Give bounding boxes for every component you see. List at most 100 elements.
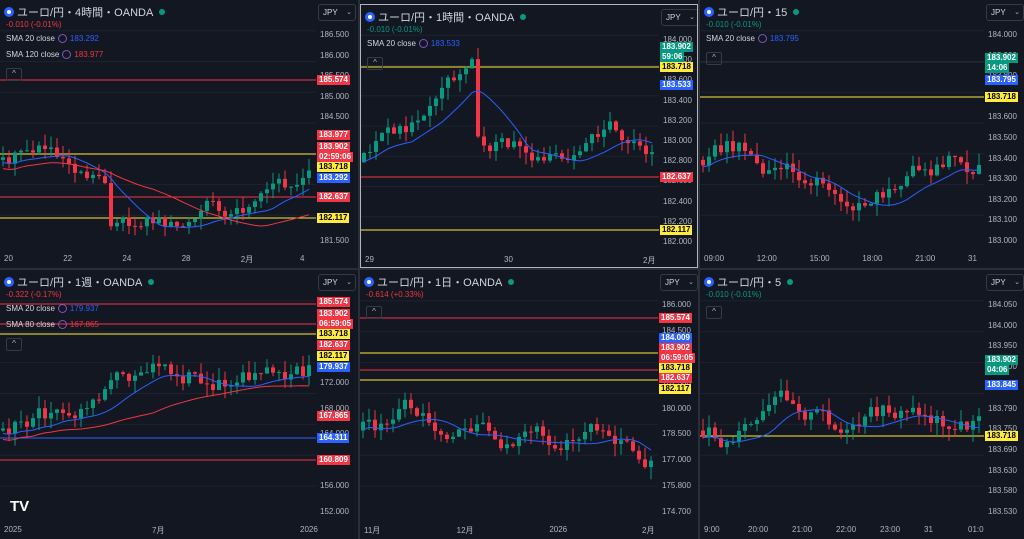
candle-body <box>271 183 275 190</box>
collapse-legend-button[interactable]: ^ <box>6 68 22 81</box>
candle-body <box>55 147 59 158</box>
sma-long-line <box>2 385 310 441</box>
candle-body <box>851 424 855 430</box>
sma-label: SMA 120 close <box>6 50 60 59</box>
sma-long-line <box>2 162 310 227</box>
currency-flag-icon <box>4 277 14 287</box>
price-tag: 185.574 <box>317 297 350 307</box>
price-change: -0.614 (+0.33%) <box>366 290 424 299</box>
candle-body <box>295 184 299 187</box>
symbol-title[interactable]: ユーロ/円・5 <box>704 274 794 290</box>
candle-body <box>821 177 825 184</box>
candle-body <box>368 151 372 153</box>
candle-body <box>193 372 197 374</box>
chart-panel[interactable]: ユーロ/円・1時間・OANDA -0.010 (-0.01%) SMA 20 clo… <box>360 4 698 268</box>
candle-body <box>307 365 311 376</box>
chart-panel[interactable]: ユーロ/円・15 -0.010 (-0.01%) SMA 20 close 183.7… <box>700 0 1024 268</box>
candle-body <box>469 428 473 432</box>
candle-body <box>31 150 35 153</box>
market-status-icon <box>508 279 515 285</box>
settings-icon[interactable] <box>57 320 67 330</box>
currency-select[interactable]: JPY ⌄ <box>318 4 356 21</box>
price-tag: 183.292 <box>317 173 350 183</box>
chart-panel[interactable]: ユーロ/円・1日・OANDA -0.614 (+0.33%) ^ JPY ⌄ 186.00… <box>360 270 698 539</box>
symbol-title-text: ユーロ/円・1日・OANDA <box>377 277 503 289</box>
candle-body <box>217 201 221 211</box>
candle-body <box>277 372 281 374</box>
candle-body <box>803 180 807 184</box>
symbol-title[interactable]: ユーロ/円・1時間・OANDA <box>365 9 527 25</box>
collapse-legend-button[interactable]: ^ <box>367 57 383 70</box>
settings-icon[interactable] <box>757 34 767 44</box>
symbol-title[interactable]: ユーロ/円・1週・OANDA <box>4 274 155 290</box>
symbol-title[interactable]: ユーロ/円・4時間・OANDA <box>4 4 166 20</box>
candle-body <box>73 163 77 173</box>
settings-icon[interactable] <box>418 39 428 49</box>
currency-select[interactable]: JPY ⌄ <box>660 274 698 291</box>
sma-20-line <box>2 374 310 435</box>
sma-legend[interactable]: SMA 80 close 167.865 <box>6 320 99 330</box>
candle-body <box>833 189 837 194</box>
candle-body <box>553 445 557 449</box>
candle-body <box>386 127 390 133</box>
symbol-title[interactable]: ユーロ/円・15 <box>704 4 800 20</box>
sma-legend[interactable]: SMA 20 close 179.937 <box>6 304 99 314</box>
collapse-legend-button[interactable]: ^ <box>6 338 22 351</box>
collapse-legend-button[interactable]: ^ <box>706 306 722 319</box>
price-tag: 183.902 <box>659 343 692 353</box>
candle-body <box>7 428 11 434</box>
price-tag: 183.845 <box>985 380 1018 390</box>
candle-body <box>385 423 389 425</box>
chart-panel[interactable]: ユーロ/円・4時間・OANDA -0.010 (-0.01%) SMA 20 clo… <box>0 0 358 268</box>
collapse-legend-button[interactable]: ^ <box>366 306 382 319</box>
candle-body <box>779 167 783 170</box>
settings-icon[interactable] <box>62 50 72 60</box>
currency-select[interactable]: JPY ⌄ <box>986 4 1024 21</box>
chart-panel[interactable]: ユーロ/円・5 -0.010 (-0.01%) ^ JPY ⌄ 184.050 184.00… <box>700 270 1024 539</box>
chevron-down-icon: ⌄ <box>1014 9 1020 16</box>
candlestick-chart[interactable] <box>361 5 659 247</box>
candlestick-chart[interactable] <box>360 270 658 517</box>
candle-body <box>749 423 753 425</box>
currency-select[interactable]: JPY ⌄ <box>661 9 697 26</box>
candlestick-chart[interactable] <box>700 270 984 517</box>
symbol-title[interactable]: ユーロ/円・1日・OANDA <box>364 274 515 290</box>
candle-body <box>554 153 558 155</box>
candle-body <box>512 141 516 148</box>
chart-panel[interactable]: ユーロ/円・1週・OANDA -0.322 (-0.17%) SMA 20 clos… <box>0 270 358 539</box>
candle-body <box>169 221 173 227</box>
y-axis-label: 177.000 <box>662 455 691 465</box>
x-axis-label: 09:00 <box>704 254 725 263</box>
currency-select[interactable]: JPY ⌄ <box>318 274 356 291</box>
price-tag: 183.718 <box>660 62 693 72</box>
x-axis-label: 7月 <box>152 526 165 535</box>
collapse-legend-button[interactable]: ^ <box>706 52 722 65</box>
sma-20-line <box>2 155 310 228</box>
price-tag: 183.795 <box>985 75 1018 85</box>
candle-body <box>464 68 468 75</box>
candle-body <box>277 178 281 184</box>
price-tag: 183.902 <box>317 142 350 152</box>
sma-legend[interactable]: SMA 20 close 183.795 <box>706 34 799 44</box>
candle-body <box>49 147 53 150</box>
candlestick-chart[interactable] <box>700 0 984 246</box>
sma-legend[interactable]: SMA 20 close 183.533 <box>367 39 460 49</box>
candle-body <box>410 122 414 133</box>
sma-legend[interactable]: SMA 120 close 183.977 <box>6 50 103 60</box>
candle-body <box>571 439 575 441</box>
candle-body <box>500 138 504 142</box>
candle-body <box>761 411 765 421</box>
candle-body <box>589 424 593 432</box>
candlestick-chart[interactable] <box>0 0 316 246</box>
candle-body <box>619 440 623 444</box>
price-change: -0.010 (-0.01%) <box>367 25 423 34</box>
candlestick-chart[interactable] <box>0 270 316 517</box>
candle-body <box>637 450 641 460</box>
currency-select[interactable]: JPY ⌄ <box>986 274 1024 291</box>
settings-icon[interactable] <box>57 34 67 44</box>
candle-body <box>577 439 581 441</box>
sma-legend[interactable]: SMA 20 close 183.292 <box>6 34 99 44</box>
candle-body <box>265 189 269 194</box>
settings-icon[interactable] <box>57 304 67 314</box>
currency-flag-icon <box>365 12 375 22</box>
